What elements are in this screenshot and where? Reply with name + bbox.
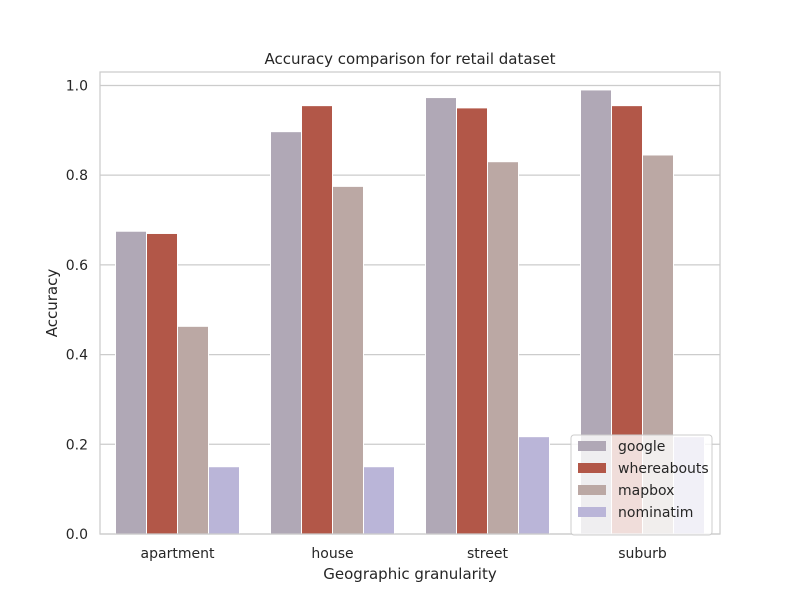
legend-box bbox=[570, 434, 713, 536]
y-axis-ticks: 0.0 0.2 0.4 0.6 0.8 1.0 bbox=[66, 78, 88, 543]
x-tick-label: suburb bbox=[618, 546, 667, 562]
bar-google-apartment bbox=[115, 230, 147, 535]
y-tick-label: 0.4 bbox=[66, 348, 88, 364]
bar-google-house bbox=[270, 131, 302, 535]
legend-label-google: google bbox=[618, 439, 665, 455]
legend-label-mapbox: mapbox bbox=[618, 483, 674, 499]
x-axis-label: Geographic granularity bbox=[323, 565, 497, 583]
bar-whereabouts-house bbox=[301, 105, 333, 535]
bar-nominatim-street bbox=[518, 436, 550, 535]
bar-nominatim-house bbox=[363, 466, 395, 535]
y-tick-label: 0.0 bbox=[66, 527, 88, 543]
legend-label-whereabouts: whereabouts bbox=[618, 461, 709, 477]
y-tick-label: 0.8 bbox=[66, 168, 88, 184]
bars bbox=[115, 89, 705, 535]
bar-nominatim-apartment bbox=[208, 466, 240, 535]
y-tick-label: 0.6 bbox=[66, 258, 88, 274]
x-axis-ticks: apartment house street suburb bbox=[141, 546, 667, 562]
y-tick-label: 1.0 bbox=[66, 78, 88, 94]
legend-swatch-whereabouts bbox=[578, 463, 606, 473]
x-tick-label: apartment bbox=[141, 546, 215, 562]
x-tick-label: house bbox=[311, 546, 353, 562]
chart-title: Accuracy comparison for retail dataset bbox=[265, 50, 556, 68]
legend-label-nominatim: nominatim bbox=[618, 505, 693, 521]
bar-whereabouts-street bbox=[456, 107, 488, 535]
x-tick-label: street bbox=[467, 546, 508, 562]
legend-swatch-nominatim bbox=[578, 507, 606, 517]
bar-whereabouts-apartment bbox=[146, 232, 178, 535]
bar-mapbox-house bbox=[332, 185, 364, 535]
y-tick-label: 0.2 bbox=[66, 437, 88, 453]
y-axis-label: Accuracy bbox=[43, 269, 61, 338]
legend-swatch-mapbox bbox=[578, 485, 606, 495]
bar-mapbox-street bbox=[487, 161, 519, 535]
bar-mapbox-apartment bbox=[177, 325, 209, 535]
plot-frame bbox=[99, 71, 721, 535]
legend-swatch-google bbox=[578, 441, 606, 451]
legend: google whereabouts mapbox nominatim bbox=[570, 434, 713, 536]
bar-google-street bbox=[425, 97, 457, 535]
